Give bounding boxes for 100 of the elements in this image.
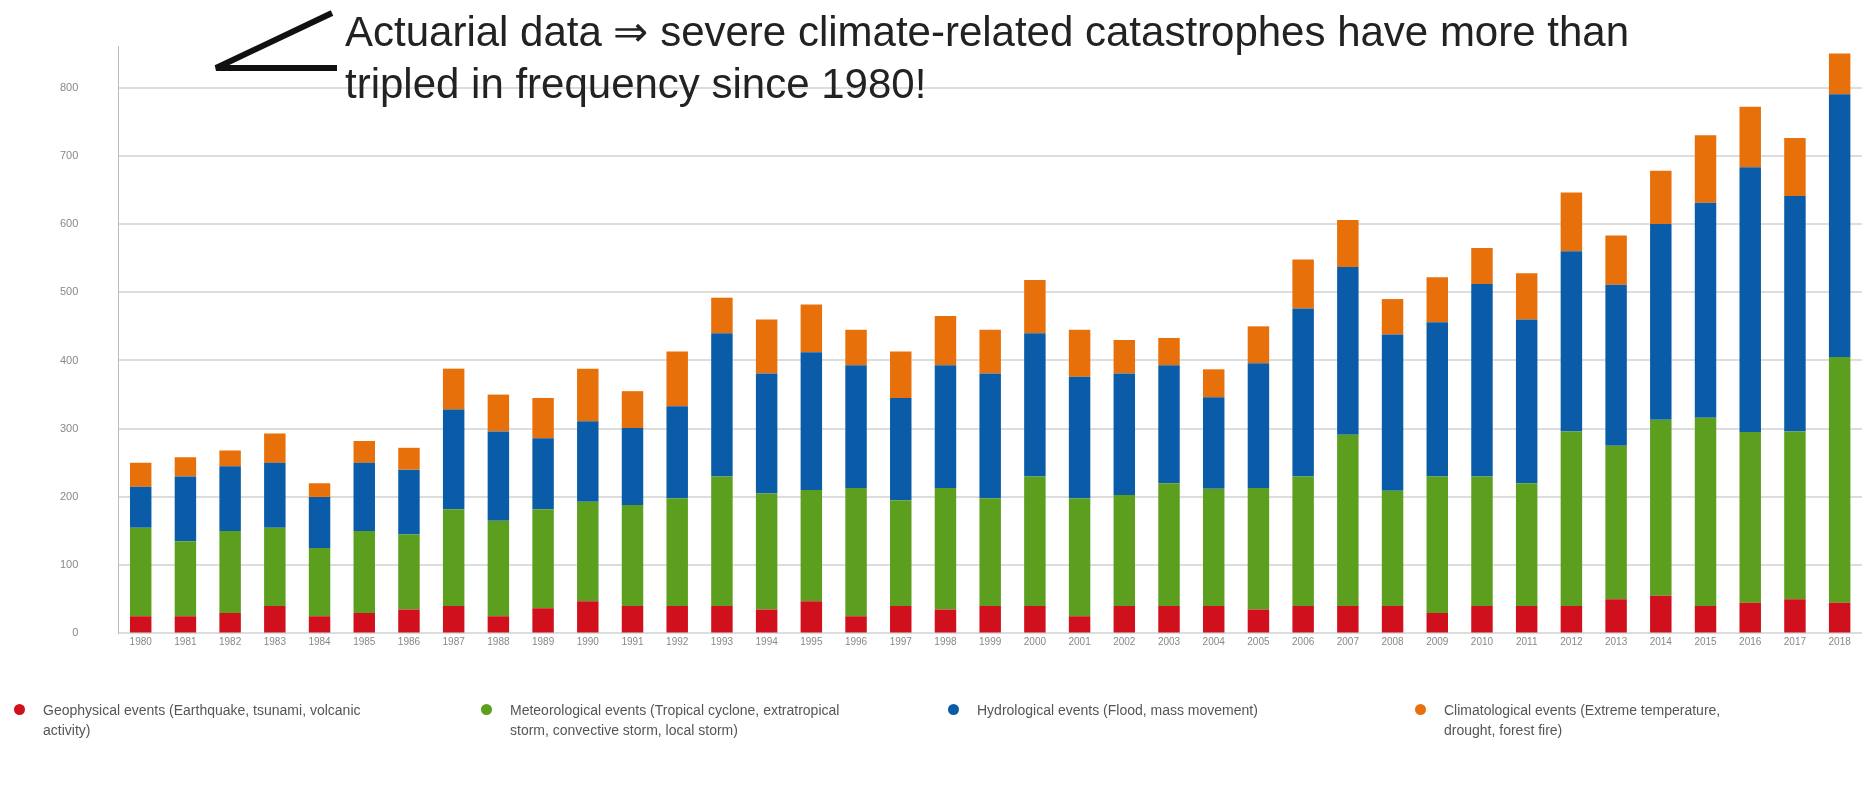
bar xyxy=(800,490,823,602)
bar xyxy=(1068,616,1091,633)
bar xyxy=(1292,308,1314,477)
bar xyxy=(1694,417,1717,607)
bar xyxy=(979,373,1001,499)
bar xyxy=(1202,606,1225,633)
bar xyxy=(308,616,331,633)
bar xyxy=(532,398,554,439)
bar xyxy=(1426,322,1448,477)
bar xyxy=(666,606,688,633)
y-tick-label: 400 xyxy=(59,353,79,366)
x-tick-label: 1989 xyxy=(531,636,555,648)
x-tick-label: 2013 xyxy=(1604,636,1628,648)
bar xyxy=(1158,365,1180,484)
y-tick-label: 700 xyxy=(59,148,79,161)
bar xyxy=(1694,135,1717,203)
bar xyxy=(1426,476,1448,613)
bar xyxy=(1113,373,1136,495)
x-tick-label: 2003 xyxy=(1157,636,1181,648)
bar xyxy=(845,329,867,366)
bar xyxy=(1650,170,1672,225)
bar xyxy=(1739,602,1761,633)
bar xyxy=(129,486,152,528)
bar xyxy=(1024,476,1046,607)
x-tick-label: 2017 xyxy=(1783,636,1807,648)
bar xyxy=(1158,483,1180,607)
bar xyxy=(129,616,152,633)
bar xyxy=(1828,53,1851,95)
bar xyxy=(219,450,241,467)
bar xyxy=(398,534,420,610)
y-tick-label: 600 xyxy=(59,217,79,230)
bar xyxy=(621,428,644,506)
bar xyxy=(1605,599,1627,633)
bar xyxy=(1560,431,1583,607)
bar xyxy=(174,457,197,477)
x-tick-label: 1997 xyxy=(889,636,913,648)
bar xyxy=(934,488,957,610)
bar xyxy=(577,421,599,502)
bar xyxy=(890,351,912,398)
bar xyxy=(577,601,599,633)
x-tick-label: 2001 xyxy=(1068,636,1092,648)
bar xyxy=(1605,445,1627,600)
bar xyxy=(532,509,554,609)
bar xyxy=(1471,247,1493,285)
bar xyxy=(1068,498,1091,617)
bar xyxy=(1292,476,1314,607)
y-tick-label: 0 xyxy=(72,626,79,639)
x-tick-label: 2016 xyxy=(1739,636,1762,648)
bar xyxy=(308,496,331,549)
bar xyxy=(1426,612,1448,633)
bar xyxy=(979,606,1001,633)
bar xyxy=(353,612,375,633)
x-tick-label: 2015 xyxy=(1694,636,1718,648)
legend-label: Climatological events (Extreme temperature, drought, forest fire) xyxy=(1444,701,1722,740)
bar xyxy=(755,319,778,374)
x-tick-label: 2009 xyxy=(1426,636,1449,648)
bar xyxy=(1381,299,1404,335)
bar xyxy=(1515,606,1538,633)
bar xyxy=(755,493,778,610)
bar xyxy=(1471,476,1493,607)
bar xyxy=(487,616,510,633)
bar xyxy=(353,440,375,463)
bar xyxy=(1247,609,1270,633)
bar xyxy=(487,394,510,432)
x-tick-label: 2000 xyxy=(1023,636,1047,648)
legend-label: Meteorological events (Tropical cyclone, extratropical storm, convective storm, local storm) xyxy=(510,701,840,740)
x-tick-label: 1992 xyxy=(666,636,689,648)
bar xyxy=(1024,606,1046,633)
bar xyxy=(353,531,375,613)
bar xyxy=(1247,488,1270,610)
bar xyxy=(129,527,152,617)
x-tick-label: 1980 xyxy=(129,636,153,648)
bar xyxy=(1113,494,1136,607)
x-tick-label: 2014 xyxy=(1649,636,1673,648)
bar xyxy=(621,606,644,633)
bar xyxy=(1471,284,1493,477)
bar xyxy=(442,368,465,410)
x-tick-label: 1988 xyxy=(487,636,510,648)
bar xyxy=(174,541,197,617)
bar xyxy=(1247,326,1270,364)
bar xyxy=(1784,431,1806,600)
annotation: Actuarial data ⇒ severe climate-related catastrophes have more than tripled in frequency since 1980! xyxy=(345,7,1630,109)
bar xyxy=(621,505,644,607)
bar xyxy=(264,527,286,607)
bar xyxy=(1337,266,1359,435)
bar xyxy=(1560,606,1583,633)
x-tick-label: 2011 xyxy=(1515,636,1538,648)
x-tick-label: 1985 xyxy=(353,636,376,648)
bar xyxy=(1739,432,1761,603)
bar xyxy=(1739,106,1761,168)
bar xyxy=(1381,334,1404,491)
x-tick-label: 2004 xyxy=(1202,636,1226,648)
bar xyxy=(1650,224,1672,420)
bar xyxy=(1426,277,1448,323)
bar xyxy=(890,500,912,607)
bar xyxy=(264,433,286,463)
bar xyxy=(1515,483,1538,607)
bar xyxy=(1784,196,1806,432)
bar xyxy=(129,462,152,487)
bar xyxy=(577,501,599,602)
